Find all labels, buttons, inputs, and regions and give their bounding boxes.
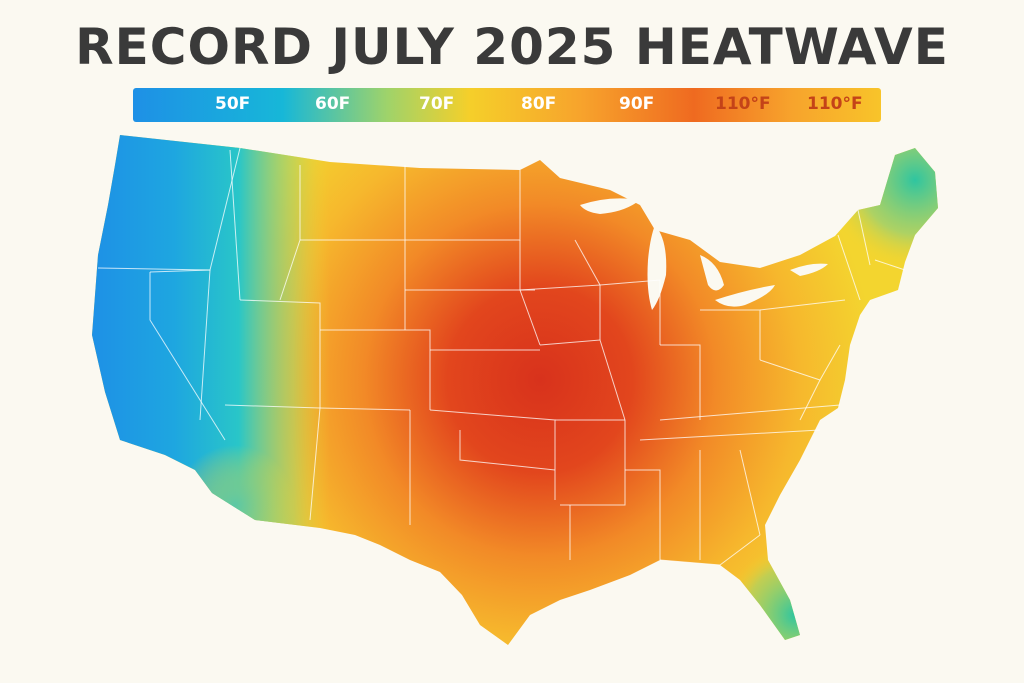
- legend-label-50: 50F: [215, 94, 251, 114]
- great-lakes: [580, 198, 828, 310]
- legend-label-70: 70F: [419, 94, 455, 114]
- legend-label-90: 90F: [619, 94, 655, 114]
- legend-label-110b: 110°F: [807, 94, 863, 114]
- temperature-legend: 50F 60F 70F 80F 90F 110°F 110°F: [133, 88, 881, 122]
- legend-label-60: 60F: [315, 94, 351, 114]
- map-title: RECORD JULY 2025 HEATWAVE: [75, 18, 949, 76]
- legend-label-110a: 110°F: [715, 94, 771, 114]
- state-borders: [97, 147, 906, 566]
- legend-label-80: 80F: [521, 94, 557, 114]
